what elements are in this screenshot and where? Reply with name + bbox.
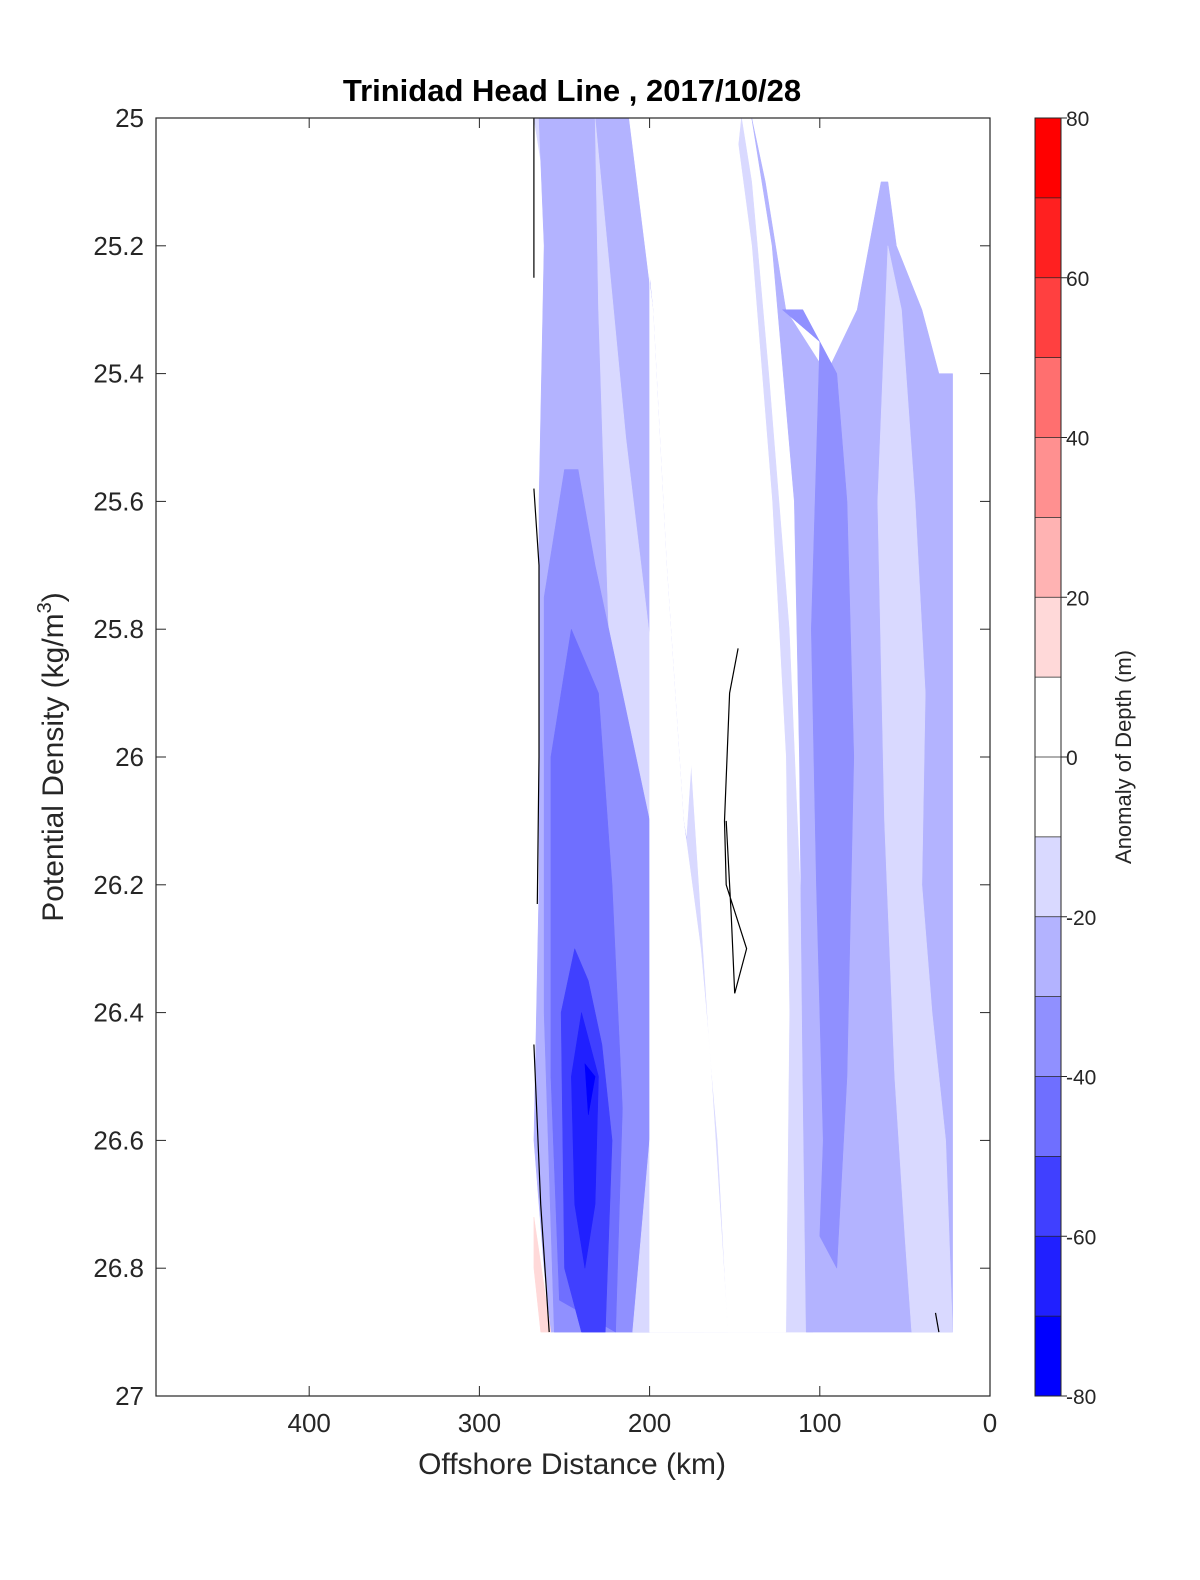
y-tick-label: 26.4: [93, 998, 144, 1028]
colorbar-swatch: [1035, 996, 1061, 1077]
y-axis-label: Potential Density (kg/m3): [34, 592, 70, 922]
colorbar-swatch: [1035, 597, 1061, 678]
y-tick-label: 27: [115, 1381, 144, 1411]
contour-region-10: [628, 117, 790, 1333]
y-tick-label: 26.8: [93, 1253, 144, 1283]
y-axis-label-main: Potential Density (kg/m: [37, 613, 70, 921]
y-tick-label: 25.8: [93, 614, 144, 644]
colorbar-swatch: [1035, 517, 1061, 598]
colorbar-tick-label: -20: [1066, 907, 1096, 930]
y-tick-label: 26: [115, 742, 144, 772]
y-tick-label: 26.6: [93, 1125, 144, 1155]
colorbar-swatch: [1035, 357, 1061, 438]
x-tick-label: 100: [798, 1408, 841, 1438]
colorbar-tick-label: 80: [1066, 108, 1089, 131]
colorbar-tick-label: -40: [1066, 1067, 1096, 1090]
y-tick-label: 25.2: [93, 231, 144, 261]
colorbar-swatch: [1035, 1076, 1061, 1157]
contour-region-7: [584, 1062, 596, 1115]
contour-fill-layer: [533, 117, 953, 1333]
colorbar-label: Anomaly of Depth (m): [1111, 650, 1136, 864]
y-axis: 25 25.2 25.4 25.6 25.8 26 26.2 26.4 26.6 26.8 27: [93, 103, 990, 1411]
y-axis-label-sup: 3: [34, 602, 56, 613]
y-tick-label: 25.6: [93, 486, 144, 516]
y-tick-label: 25.4: [93, 359, 144, 389]
x-axis-label: Offshore Distance (km): [418, 1448, 726, 1481]
y-tick-label: 25: [115, 103, 144, 133]
colorbar-swatch: [1035, 197, 1061, 278]
colorbar-swatch: [1035, 836, 1061, 917]
x-tick-label: 400: [287, 1408, 330, 1438]
colorbar-swatch: [1035, 757, 1061, 837]
x-tick-label: 200: [628, 1408, 671, 1438]
colorbar-tick-label: 40: [1066, 428, 1089, 451]
colorbar-swatch: [1035, 437, 1061, 518]
colorbar-tick-label: -80: [1066, 1386, 1096, 1409]
y-axis-label-close: ): [37, 592, 70, 602]
contour-region-8: [533, 1217, 552, 1333]
colorbar-tick-label: -60: [1066, 1226, 1096, 1249]
colorbar-swatch: [1035, 277, 1061, 358]
colorbar-swatch: [1035, 1316, 1061, 1396]
zero-contour-line-2: [533, 1044, 550, 1333]
x-axis: 400 300 200 100 0: [287, 118, 997, 1438]
colorbar-tick-label: 60: [1066, 268, 1089, 291]
colorbar-tick-label: 0: [1066, 747, 1078, 770]
colorbar-swatch: [1035, 916, 1061, 997]
chart-title: Trinidad Head Line , 2017/10/28: [343, 73, 801, 108]
colorbar-tick-label: 20: [1066, 587, 1089, 610]
colorbar: 80 60 40 20 0 -20 -40 -60 -80: [1034, 108, 1096, 1409]
contour-region-13: [877, 245, 953, 1333]
x-tick-label: 0: [983, 1408, 997, 1438]
y-tick-label: 26.2: [93, 870, 144, 900]
contour-region-12: [781, 309, 855, 1270]
colorbar-swatch: [1035, 1156, 1061, 1237]
zero-contour-line-3: [723, 648, 748, 994]
colorbar-swatch: [1035, 118, 1061, 198]
x-tick-label: 300: [458, 1408, 501, 1438]
colorbar-swatch: [1035, 1236, 1061, 1317]
colorbar-swatch: [1035, 677, 1061, 757]
zero-contour-line-4: [934, 1312, 940, 1333]
contour-line-layer: [533, 118, 940, 1333]
zero-contour-line-1: [533, 488, 540, 905]
